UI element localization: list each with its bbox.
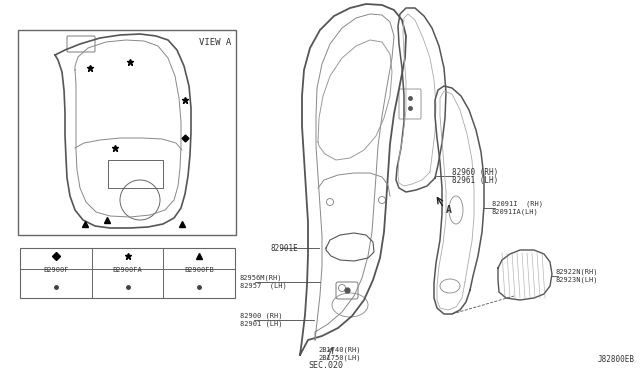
Bar: [18, 30, 236, 235]
Text: 82957  (LH): 82957 (LH): [240, 283, 287, 289]
Text: A: A: [446, 205, 452, 215]
Text: 82901E: 82901E: [271, 244, 299, 253]
Text: 82956M(RH): 82956M(RH): [240, 275, 282, 281]
Bar: [20, 248, 235, 298]
Text: 82960 (RH): 82960 (RH): [452, 167, 499, 176]
Text: VIEW A: VIEW A: [199, 38, 231, 47]
Text: 82923N(LH): 82923N(LH): [556, 277, 598, 283]
Text: B2900F: B2900F: [43, 267, 68, 273]
Text: 82091I  (RH): 82091I (RH): [492, 201, 543, 207]
Text: B2900FB: B2900FB: [184, 267, 214, 273]
Bar: [108, 160, 163, 188]
Text: J82800EB: J82800EB: [598, 355, 635, 364]
Text: B2900FA: B2900FA: [113, 267, 142, 273]
Text: 82961 (LH): 82961 (LH): [452, 176, 499, 185]
Text: 82901 (LH): 82901 (LH): [240, 321, 282, 327]
Text: 82900 (RH): 82900 (RH): [240, 313, 282, 319]
Text: 82091IA(LH): 82091IA(LH): [492, 209, 539, 215]
Text: 2B1750(LH): 2B1750(LH): [318, 355, 360, 361]
Text: 2B1740(RH): 2B1740(RH): [318, 347, 360, 353]
Text: 82922N(RH): 82922N(RH): [556, 269, 598, 275]
Text: SEC.020: SEC.020: [308, 360, 343, 369]
